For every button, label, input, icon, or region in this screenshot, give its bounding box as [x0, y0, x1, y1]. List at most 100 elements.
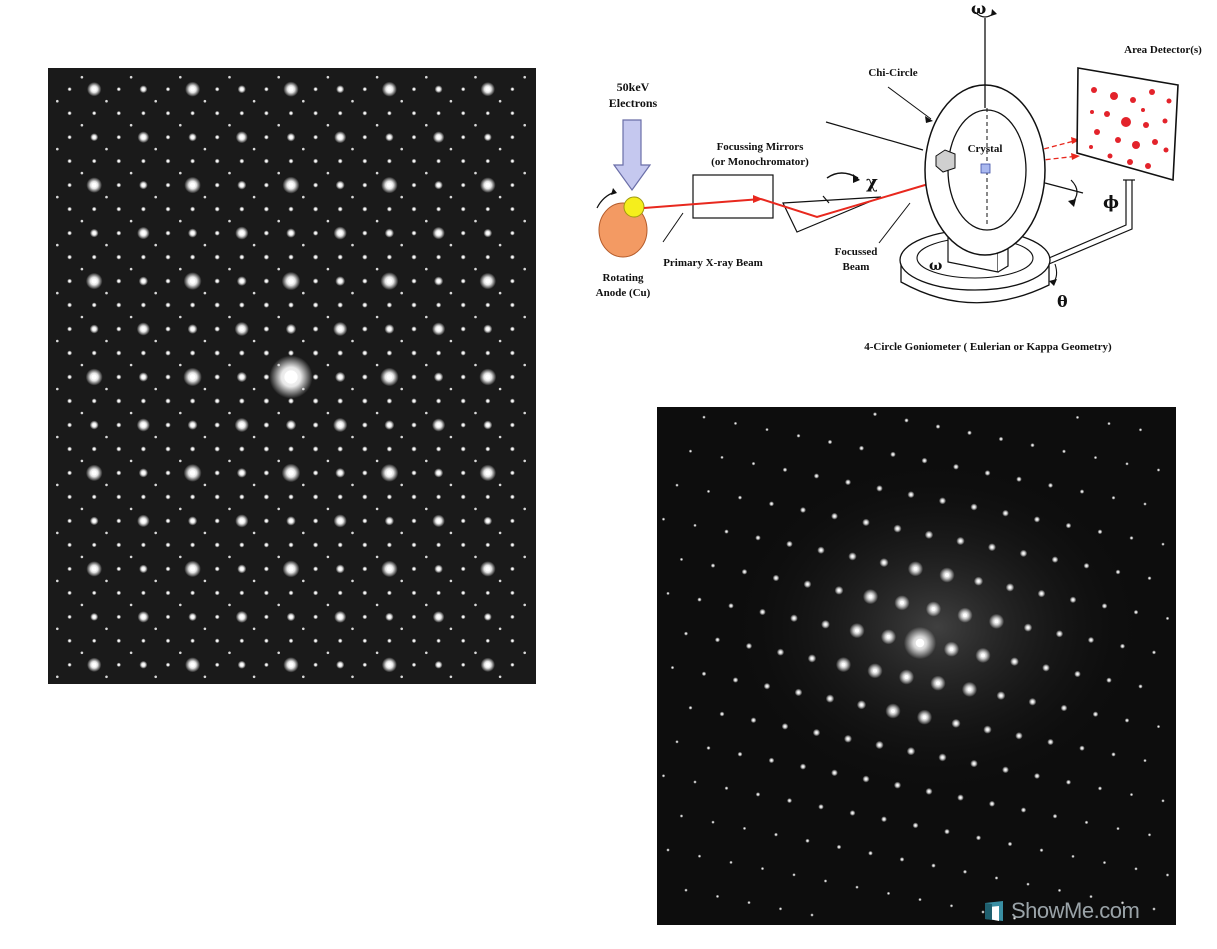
diffraction-spot-core [1085, 565, 1088, 567]
diffraction-spot-core [364, 616, 366, 618]
diffraction-spot [697, 597, 702, 602]
diffraction-spot-core [511, 112, 514, 114]
diffraction-spot-faint [179, 507, 182, 511]
diffraction-spot-faint [129, 507, 133, 511]
diffraction-spot [1120, 901, 1125, 905]
diffraction-spot-core [1067, 781, 1070, 783]
diffraction-spot-core [1117, 571, 1119, 573]
diffraction-spot [684, 888, 688, 892]
diffraction-spot-core [290, 496, 292, 498]
diffraction-spot-core [338, 615, 343, 619]
diffraction-spot-core [265, 160, 268, 162]
diffraction-spot-faint [326, 555, 330, 559]
diffraction-spot-faint [523, 315, 526, 319]
diffraction-spot-core [883, 818, 885, 820]
diffraction-spot-core [92, 231, 96, 235]
diffraction-spot-core [721, 456, 723, 458]
diffraction-spot-core [290, 112, 292, 114]
diffraction-spot-faint [203, 435, 207, 439]
diffraction-spot-core [1059, 889, 1060, 891]
diffraction-spot-core [363, 328, 366, 330]
diffraction-spot-faint [252, 387, 256, 391]
diffraction-spot-faint [80, 171, 84, 175]
diffraction-spot-core [265, 376, 268, 378]
diffraction-spot-core [290, 592, 292, 594]
diffraction-spot-faint [80, 123, 84, 127]
diffraction-spot-core [1009, 843, 1011, 845]
diffraction-spot-faint [179, 459, 182, 463]
diffraction-spot-core [314, 640, 317, 642]
diffraction-spot-faint [203, 99, 207, 103]
diffraction-spot-core [828, 697, 832, 700]
diffraction-spot-core [779, 651, 782, 654]
diffraction-spot-core [191, 615, 194, 619]
diffraction-spot-core [68, 520, 71, 522]
diffraction-spot-core [1063, 450, 1065, 452]
diffraction-spot [1052, 813, 1058, 819]
diffraction-spot-core [1054, 558, 1056, 561]
diffraction-spot-faint [326, 171, 330, 175]
diffraction-spot-faint [474, 363, 477, 367]
detector-label: Area Detector(s) [1124, 44, 1202, 56]
diffraction-spot-core [1122, 902, 1123, 904]
diffraction-spot-faint [425, 555, 428, 559]
diffraction-spot-core [462, 448, 464, 450]
diffraction-spot-faint [400, 243, 404, 247]
diffraction-spot-core [837, 589, 841, 592]
diffraction-spot-faint [56, 243, 59, 247]
diffraction-spot-core [462, 112, 464, 114]
diffraction-spot-core [118, 592, 120, 594]
diffraction-spot [1147, 833, 1152, 837]
diffraction-spot-core [288, 86, 294, 92]
diffraction-spot [998, 436, 1004, 442]
diffraction-spot-core [388, 160, 391, 162]
diffraction-spot-core [734, 679, 737, 681]
diffraction-spot [729, 860, 733, 865]
diffraction-spot-faint [326, 603, 330, 607]
diffraction-spot-core [486, 327, 490, 331]
diffraction-spot-core [949, 647, 954, 652]
diffraction-spot-faint [56, 195, 59, 199]
diffraction-spot-faint [129, 603, 133, 607]
diffraction-spot-core [93, 304, 95, 306]
detector-spot [1166, 98, 1172, 104]
phi-symbol: ϕ [1103, 193, 1119, 213]
diffraction-spot-core [388, 112, 391, 114]
diffraction-spot-core [216, 208, 218, 210]
diffraction-spot-core [1131, 794, 1132, 796]
diffraction-spot-core [752, 719, 755, 721]
diffraction-spot-core [141, 518, 146, 523]
diffraction-spot-faint [129, 363, 133, 367]
diffraction-spot-faint [154, 627, 157, 631]
diffraction-spot-faint [277, 75, 280, 79]
diffraction-spot-core [118, 496, 120, 498]
diffraction-spot-core [436, 422, 441, 428]
diffraction-spot-core [413, 568, 415, 570]
diffraction-spot-core [363, 304, 366, 306]
diffraction-spot-faint [179, 123, 182, 127]
diffraction-spot-core [413, 184, 415, 186]
diffraction-spot-faint [203, 147, 207, 151]
diffraction-spot-core [1117, 828, 1119, 830]
diffraction-spot-faint [326, 363, 330, 367]
diffraction-spot-core [955, 466, 957, 468]
diffraction-spot-core [91, 374, 97, 380]
diffraction-spot-core [487, 256, 489, 258]
diffraction-spot-core [387, 519, 391, 523]
diffraction-spot-faint [154, 99, 157, 103]
diffraction-spot-core [216, 280, 219, 282]
diffraction-spot-core [141, 326, 146, 332]
diffraction-spot-faint [154, 195, 157, 199]
diffraction-spot-core [240, 352, 243, 354]
diffraction-spot-core [511, 232, 514, 234]
diffraction-spot-core [1162, 543, 1164, 545]
diffraction-spot-core [190, 86, 195, 92]
diffraction-spot-core [1018, 734, 1020, 737]
diffraction-spot-core [762, 868, 763, 870]
diffraction-spot-faint [56, 579, 59, 583]
diffraction-spot-core [1027, 883, 1029, 885]
diffraction-spot-core [851, 555, 854, 558]
diffraction-spot-core [413, 664, 415, 666]
source-label-line2: Electrons [609, 96, 658, 110]
diffraction-spot-faint [105, 387, 108, 391]
